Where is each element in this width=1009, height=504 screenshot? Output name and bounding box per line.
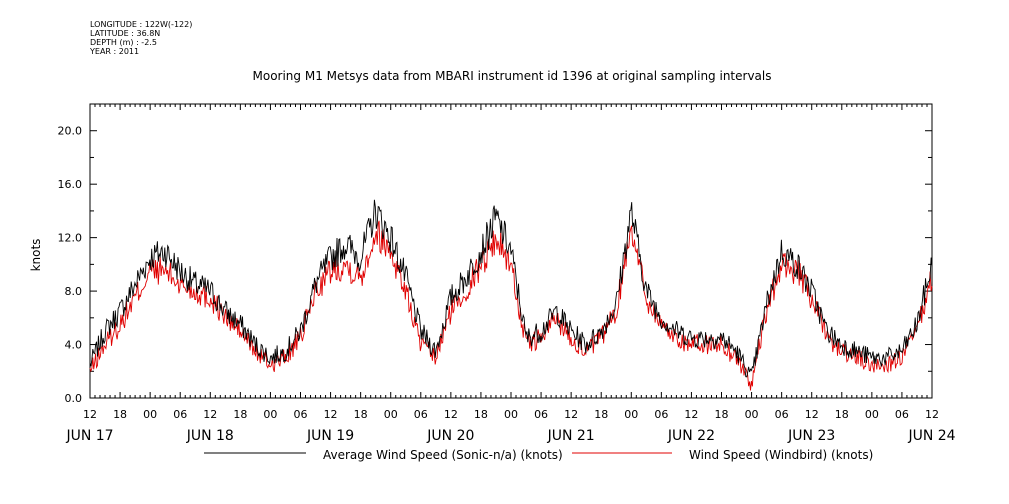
day-label: JUN 23 <box>787 428 835 444</box>
x-tick-label: 12 <box>324 408 338 421</box>
x-tick-label: 00 <box>263 408 277 421</box>
x-tick-label: 12 <box>805 408 819 421</box>
x-tick-label: 00 <box>865 408 879 421</box>
x-tick-label: 18 <box>354 408 368 421</box>
x-tick-label: 12 <box>203 408 217 421</box>
day-label: JUN 20 <box>426 428 474 444</box>
legend-windbird-label: Wind Speed (Windbird) (knots) <box>689 448 873 462</box>
x-tick-label: 18 <box>594 408 608 421</box>
x-tick-label: 06 <box>775 408 789 421</box>
x-tick-label: 12 <box>83 408 97 421</box>
y-tick-label: 8.0 <box>65 285 83 298</box>
axis-ticks <box>89 103 933 399</box>
day-label: JUN 18 <box>186 428 234 444</box>
series-line-sonic <box>89 199 933 378</box>
latitude-label: LATITUDE : 36.8N <box>90 29 161 38</box>
x-tick-label: 12 <box>564 408 578 421</box>
longitude-label: LONGITUDE : 122W(-122) <box>90 20 193 29</box>
x-tick-label: 00 <box>143 408 157 421</box>
year-label: YEAR : 2011 <box>90 47 140 56</box>
day-label: JUN 21 <box>547 428 595 444</box>
x-tick-label: 18 <box>113 408 127 421</box>
y-axis-label: knots <box>29 239 43 272</box>
day-label: JUN 19 <box>306 428 354 444</box>
x-tick-label: 18 <box>835 408 849 421</box>
x-tick-label: 06 <box>173 408 187 421</box>
series-lines <box>89 199 933 391</box>
x-tick-label: 12 <box>444 408 458 421</box>
x-tick-label: 18 <box>715 408 729 421</box>
legend: Average Wind Speed (Sonic-n/a) (knots) W… <box>204 448 873 462</box>
y-tick-label: 12.0 <box>58 232 83 245</box>
day-label: JUN 24 <box>907 428 955 444</box>
day-label: JUN 22 <box>667 428 715 444</box>
day-labels: JUN 17 JUN 18 JUN 19 JUN 20 JUN 21 JUN 22 JUN … <box>65 428 955 444</box>
y-tick-label: 0.0 <box>65 392 83 405</box>
series-line-windbird <box>89 220 933 391</box>
legend-sonic-label: Average Wind Speed (Sonic-n/a) (knots) <box>323 448 563 462</box>
x-tick-label: 06 <box>654 408 668 421</box>
y-tick-labels: 0.0 4.0 8.0 12.0 16.0 20.0 <box>58 125 83 405</box>
x-tick-label: 18 <box>474 408 488 421</box>
y-tick-label: 4.0 <box>65 339 83 352</box>
x-tick-label: 06 <box>895 408 909 421</box>
x-tick-label: 06 <box>534 408 548 421</box>
x-tick-label: 00 <box>745 408 759 421</box>
x-tick-label: 00 <box>624 408 638 421</box>
x-tick-label: 18 <box>233 408 247 421</box>
x-tick-label: 00 <box>384 408 398 421</box>
x-tick-label: 12 <box>684 408 698 421</box>
chart-title: Mooring M1 Metsys data from MBARI instru… <box>253 69 772 83</box>
day-label: JUN 17 <box>65 428 113 444</box>
station-metadata: LONGITUDE : 122W(-122) LATITUDE : 36.8N … <box>90 20 192 56</box>
depth-label: DEPTH (m) : -2.5 <box>90 38 157 47</box>
x-tick-labels: 12 18 00 06 12 18 00 06 12 18 00 06 12 18 00 06 12 18 00 06… <box>83 408 939 421</box>
y-tick-label: 20.0 <box>58 125 83 138</box>
x-tick-label: 00 <box>504 408 518 421</box>
x-tick-label: 06 <box>294 408 308 421</box>
y-tick-label: 16.0 <box>58 178 83 191</box>
x-tick-label: 06 <box>414 408 428 421</box>
x-tick-label: 12 <box>925 408 939 421</box>
